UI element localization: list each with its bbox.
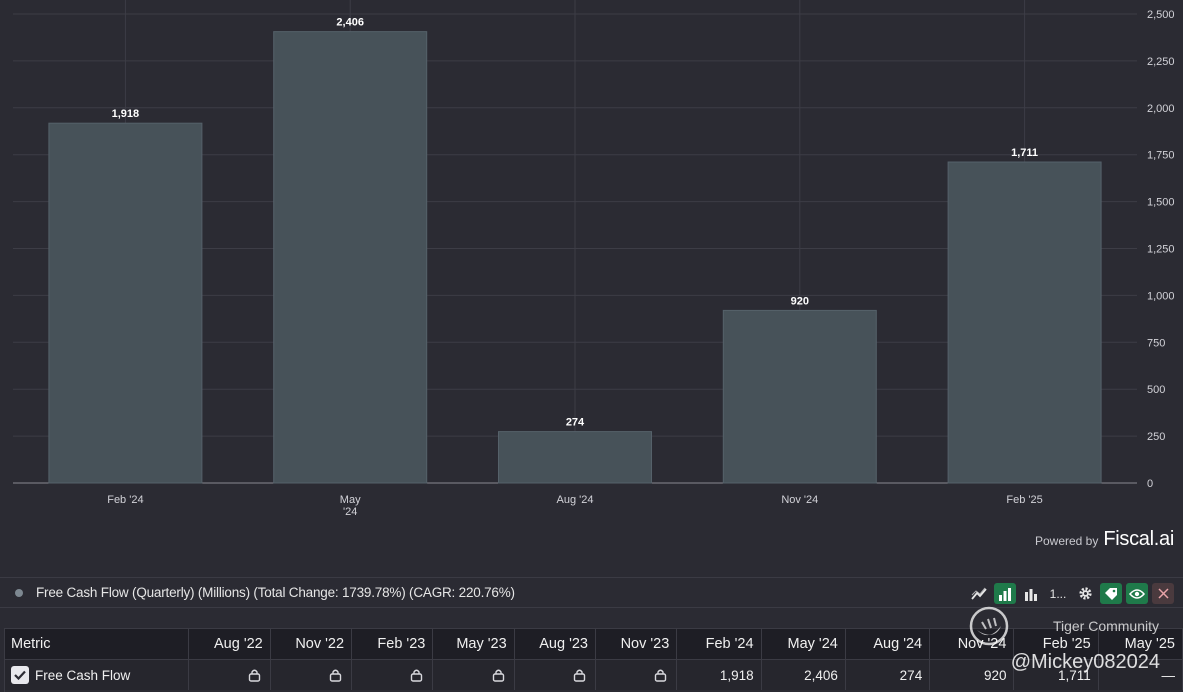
y-tick-label: 2,500 xyxy=(1147,9,1175,21)
bar xyxy=(48,122,203,484)
close-icon xyxy=(1157,588,1169,599)
stacked-bar-button[interactable] xyxy=(1020,583,1042,604)
legend-label: Free Cash Flow (Quarterly) (Millions) (T… xyxy=(36,585,515,600)
data-table: Metric Aug '22 Nov '22 Feb '23 May '23 Aug '… xyxy=(4,628,1183,692)
y-tick-label: 2,250 xyxy=(1147,56,1175,68)
lock-icon[interactable] xyxy=(573,668,586,682)
bar xyxy=(947,161,1102,484)
x-tick-label: Feb '25 xyxy=(1006,494,1042,506)
metric-label: Free Cash Flow xyxy=(35,667,131,683)
table-row: Free Cash Flow 1,918 2,406 274 920 1,711— xyxy=(5,659,1183,690)
table-cell: 1,711 xyxy=(1014,660,1099,690)
legend-dot-icon xyxy=(15,588,23,597)
data-label: 1,711 xyxy=(1011,147,1038,159)
column-header[interactable]: Aug '22 xyxy=(189,629,271,659)
chart-area: 0 250 500 750 1,000 1,250 1,500 1,750 2,000 2,250… xyxy=(13,0,1175,518)
data-label: 274 xyxy=(566,417,585,429)
metric-header[interactable]: Metric xyxy=(5,629,190,659)
legend-row: Free Cash Flow (Quarterly) (Millions) (T… xyxy=(0,577,1183,608)
settings-button[interactable] xyxy=(1074,583,1096,604)
eye-icon xyxy=(1129,588,1145,599)
sort-icon: 1... xyxy=(1049,586,1067,601)
data-label: 1,918 xyxy=(112,108,140,120)
column-header[interactable]: Feb '25 xyxy=(1014,629,1099,659)
x-tick-label: Feb '24 xyxy=(107,494,143,506)
powered-by-text: Powered by xyxy=(1034,534,1099,548)
y-tick-label: 750 xyxy=(1147,337,1165,349)
column-header[interactable]: Aug '23 xyxy=(515,629,596,659)
sort-button[interactable]: 1... xyxy=(1046,583,1070,604)
column-header[interactable]: May '23 xyxy=(433,629,515,659)
column-header[interactable]: Feb '24 xyxy=(677,629,762,659)
trend-line-button[interactable] xyxy=(968,583,990,604)
x-tick-label: Nov '24 xyxy=(781,494,818,506)
table-header: Metric Aug '22 Nov '22 Feb '23 May '23 Aug '… xyxy=(5,628,1183,659)
y-tick-label: 2,000 xyxy=(1147,103,1175,115)
trend-line-icon xyxy=(971,587,987,600)
y-tick-label: 1,250 xyxy=(1147,244,1175,256)
brand-logo-text: Fiscal.ai xyxy=(1103,528,1174,550)
bar xyxy=(273,31,428,484)
column-header[interactable]: May '25 xyxy=(1099,629,1183,659)
y-tick-label: 1,500 xyxy=(1147,197,1175,209)
bar-chart: 0 250 500 750 1,000 1,250 1,500 1,750 2,000 2,250… xyxy=(13,0,1175,518)
column-header[interactable]: Aug '24 xyxy=(846,629,931,659)
checkbox[interactable] xyxy=(11,666,29,684)
data-label: 920 xyxy=(791,295,809,307)
bar xyxy=(498,431,652,484)
bar-chart-icon xyxy=(999,587,1011,601)
chart-toolbar: 1... xyxy=(968,583,1174,604)
lock-icon[interactable] xyxy=(410,668,423,682)
gear-icon xyxy=(1078,587,1092,600)
data-label: 2,406 xyxy=(336,17,364,29)
column-header[interactable]: Feb '23 xyxy=(352,629,434,659)
table-cell xyxy=(596,660,678,690)
bar-chart-icon xyxy=(1025,588,1037,601)
visibility-button[interactable] xyxy=(1126,583,1148,604)
table-cell xyxy=(271,660,353,690)
x-tick-label: May xyxy=(340,494,361,506)
lock-icon[interactable] xyxy=(329,668,342,682)
table-cell xyxy=(352,660,434,690)
close-button[interactable] xyxy=(1152,583,1174,604)
column-header[interactable]: Nov '24 xyxy=(930,629,1015,659)
bar xyxy=(722,309,877,484)
x-tick-label: Aug '24 xyxy=(557,494,594,506)
checkmark-icon xyxy=(14,670,26,680)
y-tick-label: 1,000 xyxy=(1147,290,1175,302)
table-cell: 1,918 xyxy=(677,660,762,690)
powered-by[interactable]: Powered by Fiscal.ai xyxy=(1035,528,1174,551)
column-header[interactable]: Nov '22 xyxy=(271,629,353,659)
column-header[interactable]: May '24 xyxy=(762,629,846,659)
y-tick-label: 1,750 xyxy=(1147,150,1175,162)
y-tick-label: 500 xyxy=(1147,384,1165,396)
x-tick-label: '24 xyxy=(343,506,357,518)
tag-icon xyxy=(1105,587,1117,600)
lock-icon[interactable] xyxy=(248,668,261,682)
y-tick-label: 0 xyxy=(1147,478,1153,490)
table-cell: — xyxy=(1099,660,1183,690)
column-header[interactable]: Nov '23 xyxy=(596,629,678,659)
table-cell xyxy=(433,660,515,690)
lock-icon[interactable] xyxy=(492,668,505,682)
metric-cell: Free Cash Flow xyxy=(5,660,190,690)
lock-icon[interactable] xyxy=(654,668,667,682)
table-cell: 274 xyxy=(846,660,931,690)
table-cell xyxy=(189,660,271,690)
bar-chart-button-active[interactable] xyxy=(994,583,1016,604)
y-tick-label: 250 xyxy=(1147,431,1165,443)
table-cell: 920 xyxy=(930,660,1015,690)
table-cell: 2,406 xyxy=(762,660,846,690)
tag-button[interactable] xyxy=(1100,583,1122,604)
table-cell xyxy=(515,660,597,690)
